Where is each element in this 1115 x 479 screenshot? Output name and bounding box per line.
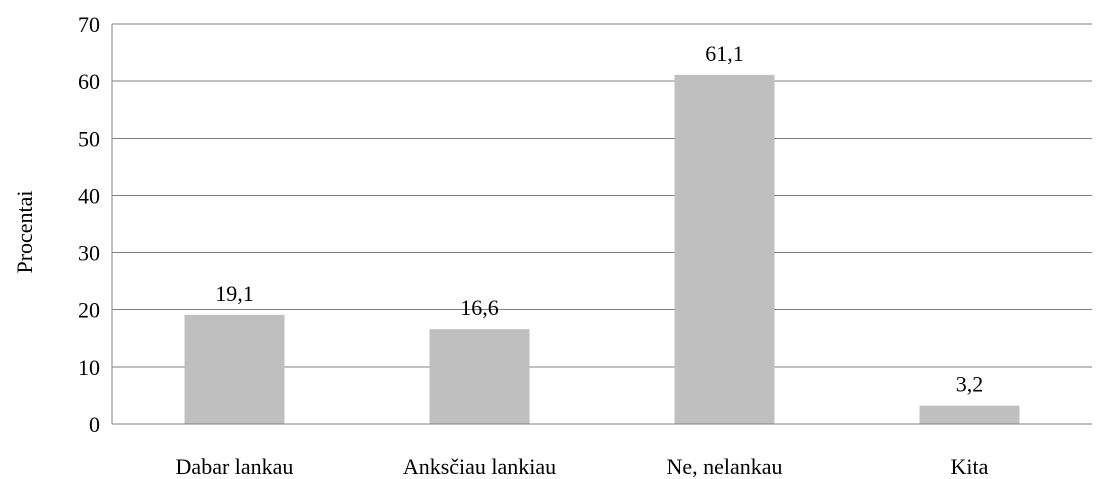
data-label: 61,1 [705,41,744,66]
data-label: 3,2 [956,372,984,397]
x-tick-label: Dabar lankau [176,454,294,479]
x-tick-label: Ne, nelankau [666,454,782,479]
bar-2 [429,329,530,424]
y-axis-ticks: 0 10 20 30 40 50 60 70 [78,12,100,437]
y-tick-label: 30 [78,241,100,266]
x-tick-label: Anksčiau lankiau [403,454,556,479]
y-tick-label: 40 [78,183,100,208]
bars [112,74,1092,425]
bar-4 [919,405,1020,424]
y-tick-label: 70 [78,12,100,37]
data-label: 19,1 [215,281,254,306]
x-axis-ticks: Dabar lankau Anksčiau lankiau Ne, nelankau… [176,454,989,479]
y-tick-label: 50 [78,126,100,151]
y-tick-label: 10 [78,355,100,380]
x-tick-label: Kita [951,454,989,479]
y-tick-label: 0 [89,412,100,437]
y-axis-title: Procentai [12,190,37,273]
data-label: 16,6 [460,295,499,320]
y-tick-label: 60 [78,69,100,94]
y-tick-label: 20 [78,298,100,323]
bar-1 [184,314,285,424]
data-labels: 19,1 16,6 61,1 3,2 [215,41,983,397]
bar-3 [674,74,775,424]
